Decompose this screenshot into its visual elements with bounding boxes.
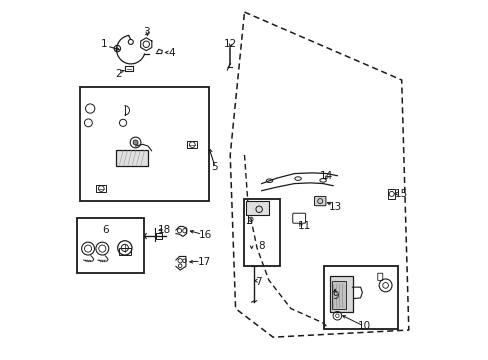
FancyBboxPatch shape <box>331 282 346 309</box>
FancyBboxPatch shape <box>245 202 268 215</box>
Bar <box>77 217 144 273</box>
Bar <box>80 87 208 202</box>
Text: 14: 14 <box>319 171 333 181</box>
Text: 13: 13 <box>328 202 342 212</box>
Text: 7: 7 <box>255 277 262 287</box>
FancyBboxPatch shape <box>116 150 148 166</box>
Bar <box>244 199 280 266</box>
Text: 2: 2 <box>115 68 122 78</box>
Text: 1: 1 <box>101 39 107 49</box>
Text: 3: 3 <box>142 27 149 37</box>
Text: 10: 10 <box>357 321 370 332</box>
Text: 5: 5 <box>210 162 217 172</box>
Circle shape <box>133 140 138 145</box>
Text: 15: 15 <box>394 189 407 199</box>
Text: 6: 6 <box>102 225 109 235</box>
Bar <box>323 266 397 329</box>
Text: 12: 12 <box>223 39 236 49</box>
Text: 18: 18 <box>157 225 170 235</box>
Text: 8: 8 <box>258 241 264 251</box>
Text: 9: 9 <box>332 291 338 301</box>
FancyBboxPatch shape <box>314 197 325 206</box>
Text: 11: 11 <box>297 221 310 231</box>
Text: 4: 4 <box>167 48 174 58</box>
FancyBboxPatch shape <box>329 276 353 312</box>
Text: 16: 16 <box>198 230 211 240</box>
Text: 17: 17 <box>198 257 211 267</box>
